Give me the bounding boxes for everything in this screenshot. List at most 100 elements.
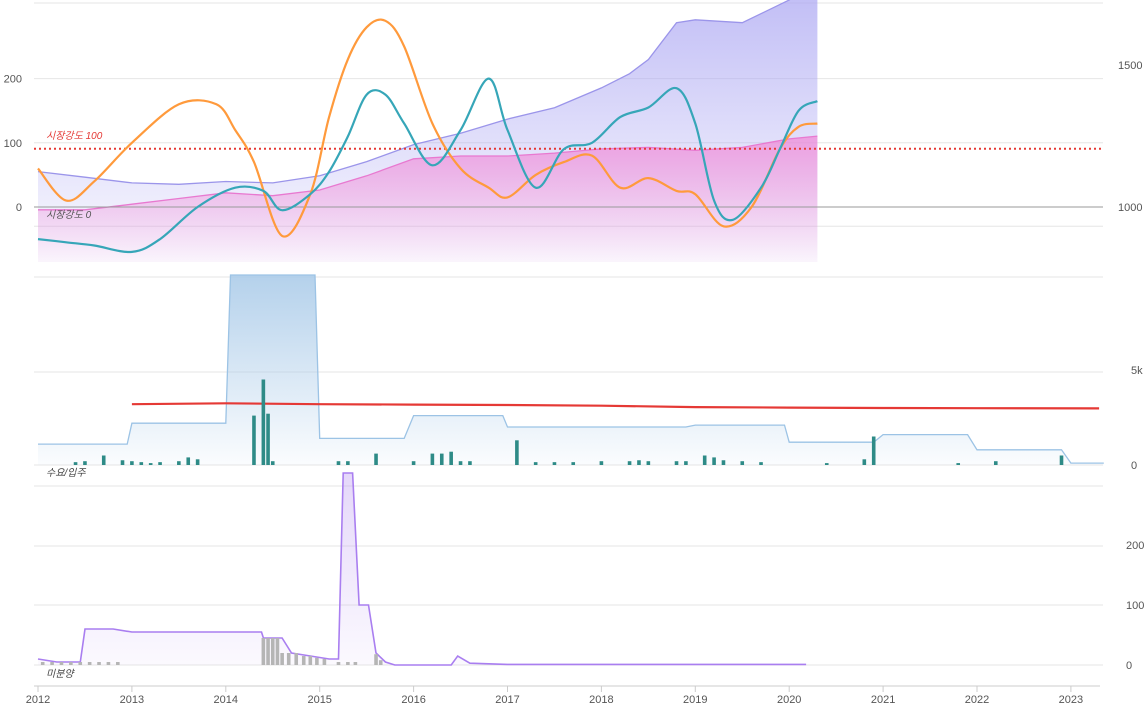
supply-bar: [674, 461, 679, 465]
demand-area: [38, 275, 1104, 465]
x-axis-tick: 2022: [965, 694, 989, 706]
top-right-tick: 1000: [1118, 202, 1142, 214]
supply-bar: [430, 453, 435, 465]
unsold-bar: [346, 662, 350, 665]
x-axis-tick: 2015: [307, 694, 331, 706]
supply-bar: [740, 461, 745, 465]
x-axis-tick: 2019: [683, 694, 707, 706]
reference-label-100: 시장강도 100: [46, 130, 103, 142]
bottom-right-tick: 0: [1126, 660, 1132, 672]
reference-label-0: 시장강도 0: [46, 209, 92, 221]
pink-price-line: [38, 135, 818, 211]
supply-bar: [374, 453, 378, 465]
supply-bar: [599, 461, 604, 465]
supply-bar: [186, 457, 191, 465]
bottom-right-tick: 100: [1126, 600, 1144, 612]
supply-bar: [824, 463, 829, 465]
top-right-tick: 1500: [1118, 60, 1142, 72]
supply-bar: [439, 453, 444, 465]
unsold-bar: [322, 659, 327, 665]
top-left-tick: 0: [16, 202, 22, 214]
unsold-bar: [50, 662, 54, 665]
supply-bar: [721, 460, 726, 465]
supply-bar: [993, 461, 998, 465]
supply-bar: [871, 436, 876, 465]
supply-bar: [130, 461, 134, 465]
supply-bar: [515, 440, 519, 465]
supply-bar: [411, 461, 416, 465]
unsold-bar: [97, 662, 101, 665]
supply-bar: [533, 462, 538, 465]
teal-index-line: [37, 77, 818, 254]
middle-right-tick: 0: [1131, 460, 1137, 472]
unsold-bar: [78, 662, 83, 665]
supply-bar: [195, 459, 200, 465]
red-demand-line: [131, 402, 1100, 410]
unsold-bar: [378, 660, 383, 665]
supply-bar: [177, 461, 181, 465]
supply-bar: [468, 461, 472, 465]
middle-panel-label: 수요/입주: [46, 467, 86, 479]
unsold-bar: [336, 662, 341, 665]
supply-bar: [101, 455, 106, 465]
x-axis-tick: 2016: [401, 694, 425, 706]
x-axis-tick: 2018: [589, 694, 613, 706]
unsold-bar: [275, 638, 280, 665]
supply-bar: [270, 461, 275, 465]
bottom-panel-label: 미분양: [46, 668, 75, 680]
supply-bar: [637, 460, 641, 465]
supply-bar: [266, 413, 270, 465]
supply-bar: [83, 461, 87, 465]
unsold-bar: [87, 662, 92, 665]
supply-bar: [646, 461, 651, 465]
unsold-bar: [270, 638, 275, 665]
x-axis-tick: 2020: [777, 694, 801, 706]
unsold-bar: [116, 662, 120, 665]
unsold-bar: [308, 656, 313, 665]
unsold-bar: [280, 653, 284, 665]
supply-bar: [702, 455, 707, 465]
supply-bar: [139, 462, 144, 465]
supply-bar: [120, 460, 125, 465]
pink-price-area: [38, 136, 818, 262]
supply-bar: [759, 462, 763, 465]
x-axis-tick: 2012: [26, 694, 50, 706]
top-left-tick: 200: [4, 74, 22, 86]
middle-right-tick: 5k: [1131, 365, 1143, 377]
supply-bar: [862, 459, 867, 465]
supply-bar: [252, 415, 256, 465]
unsold-bar: [315, 657, 319, 665]
bottom-right-tick: 200: [1126, 540, 1144, 552]
supply-bar: [1059, 455, 1064, 465]
top-left-tick: 100: [4, 138, 22, 150]
supply-bar: [261, 379, 266, 465]
unsold-bar: [286, 653, 291, 665]
supply-bar: [73, 462, 78, 465]
unsold-bar: [374, 654, 378, 665]
x-axis-tick: 2021: [871, 694, 895, 706]
x-axis-tick: 2017: [495, 694, 519, 706]
supply-bar: [552, 462, 557, 465]
unsold-bar: [301, 656, 306, 665]
unsold-bar: [266, 638, 270, 665]
supply-bar: [336, 461, 341, 465]
supply-bar: [158, 462, 162, 465]
supply-bar: [148, 463, 153, 465]
unsold-bar: [353, 662, 358, 665]
supply-bar: [684, 461, 688, 465]
unsold-line: [37, 472, 807, 666]
x-axis-tick: 2014: [214, 694, 238, 706]
unsold-bar: [261, 638, 266, 665]
x-axis-tick: 2013: [120, 694, 144, 706]
supply-bar: [449, 451, 453, 465]
supply-bar: [712, 457, 716, 465]
orange-index-line: [37, 18, 818, 238]
x-axis-tick: 2023: [1059, 694, 1083, 706]
purple-price-line: [37, 0, 791, 185]
supply-bar: [571, 462, 576, 465]
supply-bar: [627, 461, 632, 465]
unsold-bar: [69, 662, 73, 665]
unsold-bar: [294, 653, 299, 665]
supply-bar: [458, 461, 463, 465]
